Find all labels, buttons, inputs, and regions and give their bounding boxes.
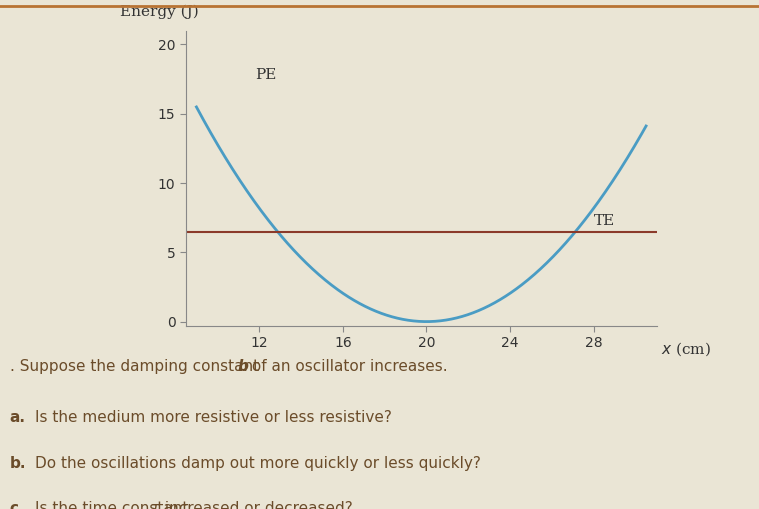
Text: PE: PE bbox=[255, 68, 276, 82]
Text: of an oscillator increases.: of an oscillator increases. bbox=[247, 359, 447, 374]
Text: increased or decreased?: increased or decreased? bbox=[160, 501, 353, 509]
Text: TE: TE bbox=[594, 214, 615, 228]
Text: Energy (J): Energy (J) bbox=[120, 5, 199, 19]
Text: Is the time constant: Is the time constant bbox=[35, 501, 193, 509]
Text: $x$ (cm): $x$ (cm) bbox=[661, 341, 711, 358]
Text: Do the oscillations damp out more quickly or less quickly?: Do the oscillations damp out more quickl… bbox=[35, 456, 480, 470]
Text: τ: τ bbox=[150, 501, 159, 509]
Text: c.: c. bbox=[10, 501, 24, 509]
Text: Is the medium more resistive or less resistive?: Is the medium more resistive or less res… bbox=[35, 410, 392, 425]
Text: b.: b. bbox=[10, 456, 27, 470]
Text: a.: a. bbox=[10, 410, 26, 425]
Text: b: b bbox=[238, 359, 248, 374]
Text: . Suppose the damping constant: . Suppose the damping constant bbox=[10, 359, 264, 374]
